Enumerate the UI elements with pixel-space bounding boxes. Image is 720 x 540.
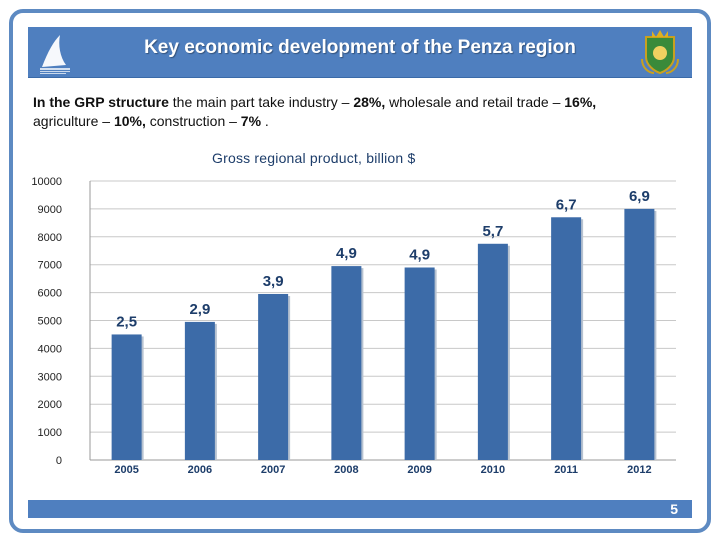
- sailboat-logo-icon: [40, 35, 70, 74]
- y-tick-label: 1000: [38, 427, 62, 439]
- data-label: 5,7: [482, 223, 503, 240]
- intro-bold: In the GRP structure: [33, 94, 169, 110]
- x-tick-label: 2008: [334, 464, 358, 476]
- industry-percent: 28%,: [353, 94, 386, 110]
- bar: [477, 243, 508, 460]
- data-label: 3,9: [263, 273, 284, 290]
- y-tick-label: 8000: [38, 232, 62, 244]
- header-bar: Key economic development of the Penza re…: [28, 27, 692, 78]
- intro-text-1: the main part take industry –: [168, 94, 354, 110]
- bar: [111, 334, 142, 460]
- grp-bar-chart: 0 1000 2000 3000 4000 5000 6000 7000 8000 9000 100…: [31, 176, 676, 476]
- y-tick-label: 6000: [38, 288, 62, 300]
- x-tick-label: 2009: [407, 464, 431, 476]
- bar: [551, 217, 582, 460]
- y-tick-label: 3000: [38, 371, 62, 383]
- coat-of-arms-icon: [641, 30, 679, 75]
- x-tick-label: 2007: [261, 464, 285, 476]
- data-label: 4,9: [336, 245, 357, 262]
- y-tick-label: 9000: [38, 204, 62, 216]
- intro-end: .: [261, 113, 269, 129]
- data-label: 4,9: [409, 246, 430, 263]
- y-tick-label: 2000: [38, 399, 62, 411]
- bar: [184, 321, 215, 460]
- data-label: 6,9: [629, 188, 650, 205]
- bar: [404, 267, 435, 460]
- x-tick-label: 2006: [188, 464, 212, 476]
- data-label: 2,5: [116, 313, 137, 330]
- page-number: 5: [670, 501, 678, 517]
- intro-text-4: construction –: [145, 113, 241, 129]
- y-tick-label: 5000: [38, 316, 62, 328]
- construction-percent: 7%: [240, 113, 262, 129]
- intro-text-2: wholesale and retail trade –: [385, 94, 565, 110]
- page-title: Key economic development of the Penza re…: [144, 37, 576, 58]
- data-label: 6,7: [556, 196, 577, 213]
- agriculture-percent: 10%,: [113, 113, 146, 129]
- intro-paragraph: In the GRP structure the main part take …: [33, 93, 693, 131]
- chart-title: Gross regional product, billion $: [212, 150, 416, 166]
- bar: [258, 293, 289, 460]
- y-tick-label: 4000: [38, 343, 62, 355]
- x-tick-label: 2011: [554, 464, 578, 476]
- bar: [331, 266, 362, 460]
- y-tick-label: 7000: [38, 260, 62, 272]
- x-tick-label: 2010: [481, 464, 505, 476]
- bar: [624, 208, 655, 460]
- y-tick-label: 10000: [31, 176, 62, 188]
- data-label: 2,9: [189, 301, 210, 318]
- x-tick-label: 2005: [114, 464, 138, 476]
- footer-bar: 5: [28, 500, 692, 518]
- x-tick-label: 2012: [627, 464, 651, 476]
- y-tick-label: 0: [56, 455, 62, 467]
- intro-text-3: agriculture –: [33, 113, 114, 129]
- trade-percent: 16%,: [564, 94, 597, 110]
